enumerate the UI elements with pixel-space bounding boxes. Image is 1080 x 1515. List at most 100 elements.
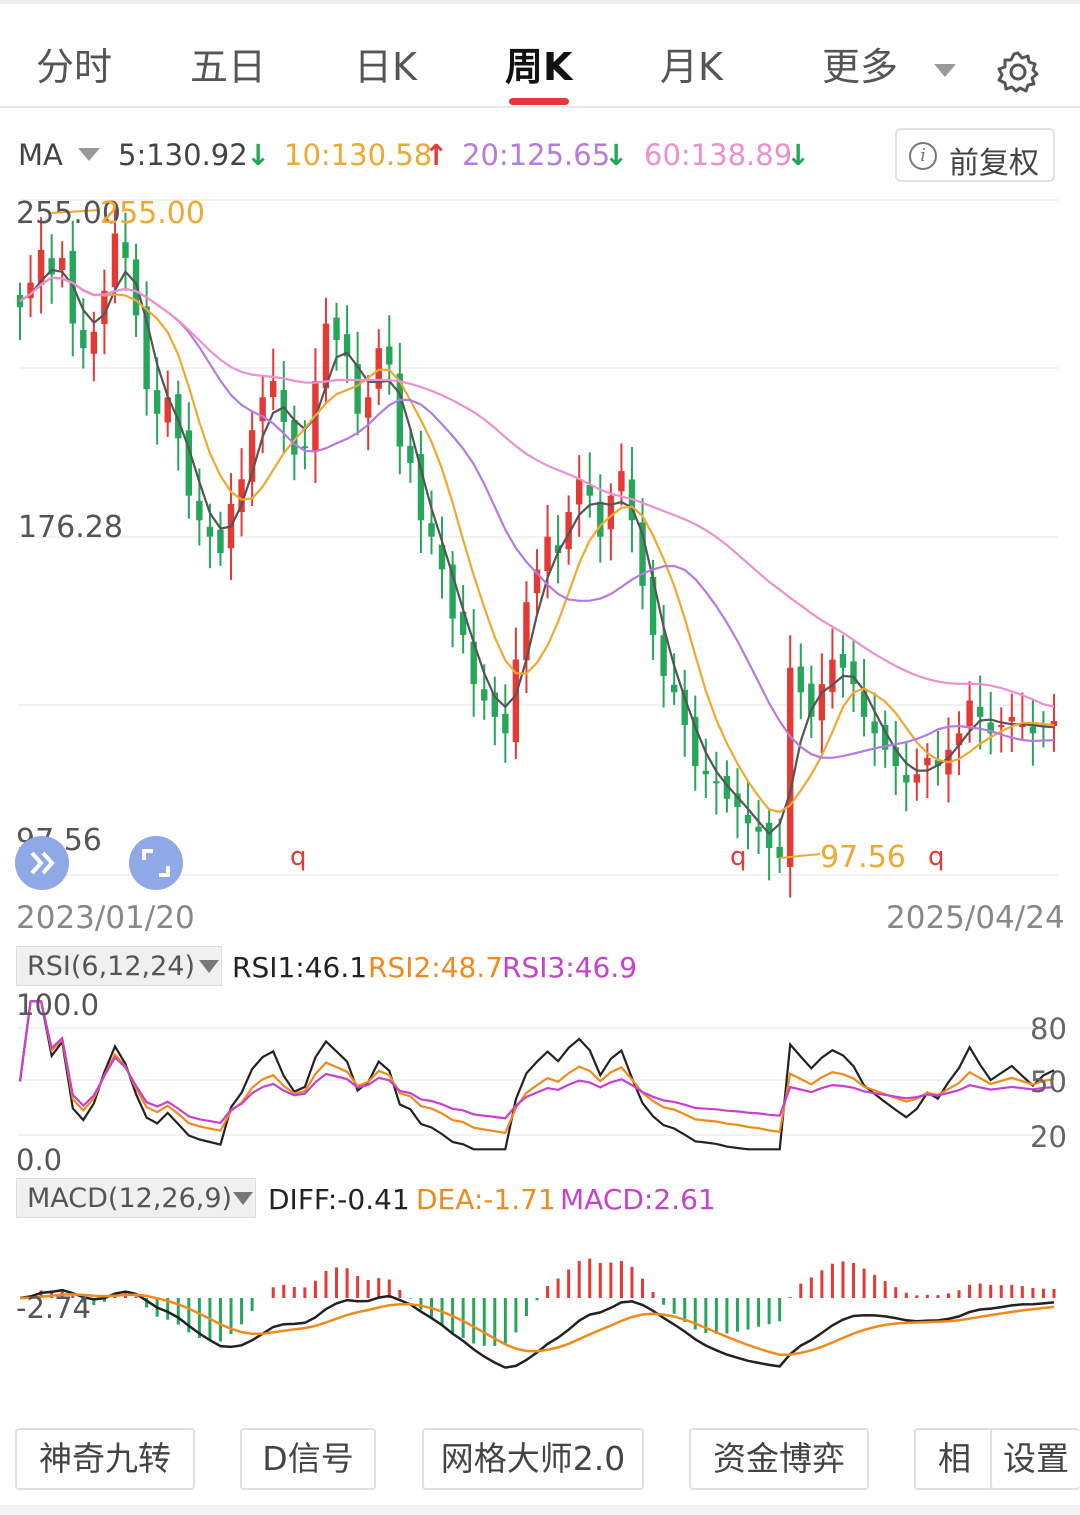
candle-body [333, 317, 340, 341]
candle-body [1029, 726, 1037, 734]
tool-partial-button[interactable]: 相 [914, 1428, 994, 1490]
candle-body [59, 258, 66, 270]
tab-intraday[interactable]: 分时 [36, 45, 113, 89]
candle-body [850, 661, 857, 685]
ma20-line [19, 276, 1055, 759]
tab-more[interactable]: 更多 [822, 45, 899, 89]
settings-button[interactable]: 设置 [990, 1428, 1080, 1490]
candle-body [206, 526, 214, 537]
tab-daily-k[interactable]: 日K [354, 45, 417, 89]
candle-body [396, 373, 404, 447]
candle-body [998, 725, 1005, 728]
double-chevron-right-icon [30, 851, 55, 875]
adjust-mode-label: 前复权 [949, 146, 1039, 181]
candle-body [787, 667, 794, 868]
candle-body [681, 689, 688, 726]
fullscreen-button[interactable] [129, 836, 183, 890]
tool-fund-game-button[interactable]: 资金博弈 [689, 1428, 869, 1490]
rsi3-line [18, 1000, 1055, 1125]
candle-body [37, 249, 45, 285]
tool-d-signal-button[interactable]: D信号 [240, 1428, 376, 1490]
date-end: 2025/04/24 [886, 900, 1065, 936]
macd-value: MACD:2.61 [560, 1183, 716, 1216]
ma20-value: 20:125.65 [462, 138, 611, 172]
candle-body [164, 397, 171, 423]
candle-body [1050, 721, 1058, 726]
candle-body [533, 569, 541, 594]
ma5-value: 5:130.92 [118, 138, 248, 172]
candle-body [670, 684, 678, 693]
expand-icon [142, 849, 170, 877]
period-tabs: 分时 五日 日K 周K 月K 更多 [0, 14, 1080, 108]
tool-grid-master-button[interactable]: 网格大师2.0 [422, 1428, 644, 1490]
candle-body [175, 394, 182, 439]
candle-body [322, 323, 330, 389]
macd-selector[interactable]: MACD(12,26,9) [16, 1178, 256, 1218]
candle-body [839, 654, 847, 668]
candle-body [301, 446, 309, 449]
candle-body [713, 781, 720, 784]
candle-body [143, 306, 150, 390]
candle-body [1040, 724, 1047, 727]
candle-body [407, 445, 414, 463]
candle-body [776, 846, 783, 858]
ma60-line [19, 276, 1055, 708]
tab-weekly-k[interactable]: 周K [505, 45, 573, 89]
top-divider [0, 0, 1080, 4]
candle-body [343, 334, 351, 357]
candle-body [438, 544, 446, 570]
candle-body [607, 495, 615, 530]
candle-body [185, 430, 193, 496]
candle-body [881, 724, 889, 750]
adjust-mode-button[interactable]: i 前复权 [895, 128, 1055, 182]
candle-body [523, 602, 530, 661]
arrow-down-icon: ↓ [246, 138, 271, 172]
candle-body [618, 471, 625, 492]
arrow-down-icon: ↓ [604, 138, 629, 172]
candle-body [153, 390, 161, 414]
tab-monthly-k[interactable]: 月K [660, 45, 723, 89]
q-marker: q [928, 842, 945, 872]
rsi-20-label: 20 [1030, 1120, 1067, 1154]
rsi-selector[interactable]: RSI(6,12,24) [16, 946, 222, 986]
info-icon: i [909, 142, 937, 170]
low-price-marker: 97.56 [820, 840, 906, 875]
diff-line [19, 1288, 1055, 1369]
candle-body [818, 684, 826, 721]
rsi1-value: RSI1:46.1 [232, 951, 368, 984]
candle-body [649, 576, 657, 635]
diff-value: DIFF:-0.41 [268, 1183, 410, 1216]
candle-body [449, 564, 456, 619]
candle-body [364, 397, 372, 418]
candle-body [248, 430, 256, 482]
chevron-down-icon[interactable] [78, 148, 100, 161]
candle-body [386, 346, 393, 365]
chevron-down-icon[interactable] [934, 64, 956, 77]
candle-body [259, 397, 266, 422]
candle-body [428, 523, 435, 537]
candle-body [871, 721, 878, 734]
candle-body [1019, 725, 1026, 728]
candle-body [797, 666, 804, 693]
candle-body [196, 500, 203, 521]
gear-icon[interactable] [996, 50, 1040, 94]
chevron-down-icon [233, 1192, 253, 1205]
candle-body [491, 692, 498, 717]
high-pointer-line [51, 209, 101, 214]
ma5-line [19, 268, 1055, 836]
arrow-up-icon: ↑ [424, 138, 449, 172]
candle-body [987, 722, 994, 734]
candle-body [755, 826, 762, 832]
price-axis-mid: 176.28 [18, 510, 123, 545]
scroll-forward-button[interactable] [15, 836, 69, 890]
date-start: 2023/01/20 [16, 900, 195, 936]
candle-body [586, 485, 593, 496]
tab-five-day[interactable]: 五日 [190, 45, 267, 89]
rsi3-value: RSI3:46.9 [502, 951, 638, 984]
candle-body [48, 258, 55, 275]
ma-indicator-label[interactable]: MA [18, 138, 63, 172]
candle-body [639, 522, 646, 586]
stock-chart[interactable] [0, 0, 1080, 1410]
candle-body [417, 454, 425, 521]
tool-nine-turn-button[interactable]: 神奇九转 [15, 1428, 195, 1490]
